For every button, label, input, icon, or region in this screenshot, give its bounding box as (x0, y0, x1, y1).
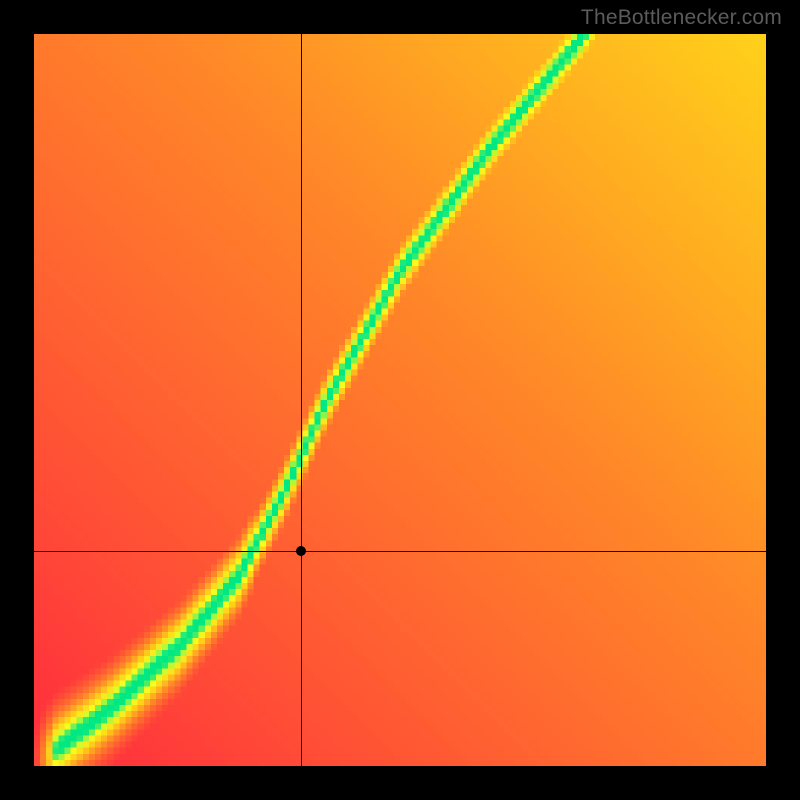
data-point-marker (296, 546, 306, 556)
heatmap-plot (34, 34, 766, 766)
crosshair-horizontal (34, 551, 766, 552)
watermark-text: TheBottlenecker.com (581, 6, 782, 30)
crosshair-vertical (301, 34, 302, 766)
heatmap-canvas (34, 34, 766, 766)
